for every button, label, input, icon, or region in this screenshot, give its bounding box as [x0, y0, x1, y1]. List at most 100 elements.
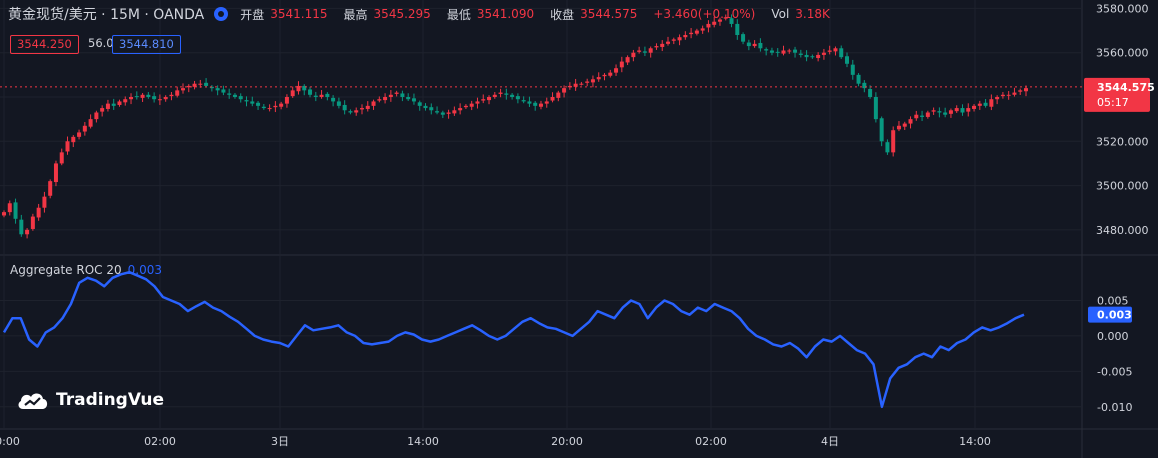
candle-body: [914, 114, 919, 119]
candle-body: [290, 90, 295, 97]
candle-body: [192, 83, 197, 87]
candle: [354, 107, 359, 116]
indicator-legend[interactable]: Aggregate ROC 20 0.003: [10, 263, 162, 277]
candle: [960, 104, 965, 116]
candle-body: [475, 101, 480, 104]
candle: [925, 110, 930, 119]
candle: [417, 100, 422, 111]
candle: [411, 93, 416, 105]
candle-body: [989, 99, 994, 107]
candle: [19, 214, 24, 237]
candle-body: [515, 96, 520, 100]
candle-body: [146, 94, 151, 97]
candle: [550, 92, 555, 103]
candle: [515, 93, 520, 104]
roc-tick-label: -0.010: [1097, 401, 1132, 414]
candle-body: [331, 97, 336, 102]
candle: [458, 103, 463, 115]
candle: [683, 31, 688, 40]
candle-body: [336, 101, 341, 106]
candle-body: [77, 132, 82, 137]
candle-body: [400, 93, 405, 97]
candle-body: [383, 97, 388, 101]
candle: [954, 105, 959, 113]
roc-series: [2, 270, 1025, 409]
candle: [232, 93, 237, 99]
candle-body: [590, 79, 595, 83]
candle: [7, 200, 12, 216]
candle: [677, 34, 682, 46]
roc-tick-label: -0.005: [1097, 365, 1132, 378]
candle-body: [995, 97, 1000, 100]
candle-body: [1012, 92, 1017, 95]
candle: [157, 94, 162, 105]
candle-body: [550, 97, 555, 101]
candle: [302, 84, 307, 96]
candle: [53, 160, 58, 187]
brand-logo: TradingVue: [16, 390, 164, 410]
candle: [694, 28, 699, 36]
roc-tick-label: 0.005: [1097, 295, 1129, 308]
candlestick-series: [0, 14, 1082, 239]
candle-body: [752, 43, 757, 47]
high-value: 3545.295: [373, 7, 431, 21]
candle-body: [19, 219, 24, 235]
candle: [30, 213, 35, 231]
low-value: 3541.090: [476, 7, 535, 21]
candle-body: [810, 56, 815, 58]
candle-body: [885, 142, 890, 153]
candle: [88, 114, 93, 129]
candle: [873, 92, 878, 123]
candle-body: [186, 85, 191, 88]
candle: [879, 116, 884, 147]
candle: [59, 148, 64, 166]
ask-price-button[interactable]: 3544.810: [112, 35, 181, 54]
candle-body: [7, 203, 12, 213]
candle-body: [700, 28, 705, 31]
candle-body: [244, 100, 249, 102]
candle-body: [954, 108, 959, 112]
candle-body: [637, 50, 642, 52]
candle-body: [53, 163, 58, 183]
time-tick-label: 20:00: [551, 435, 583, 448]
bid-price-button[interactable]: 3544.250: [10, 35, 79, 54]
candle-body: [175, 90, 180, 96]
candle: [146, 92, 151, 99]
candle: [267, 104, 272, 112]
roc-line: [2, 270, 1025, 409]
candle: [296, 81, 301, 95]
candle-body: [359, 108, 364, 110]
candle-body: [608, 72, 613, 76]
symbol-title[interactable]: 黄金现货/美元 · 15M · OANDA: [8, 7, 205, 23]
candle: [290, 86, 295, 98]
candle: [850, 59, 855, 80]
candle-body: [585, 81, 590, 83]
candle-body: [648, 48, 653, 53]
candle: [937, 107, 942, 118]
candle-body: [65, 141, 70, 152]
candle: [746, 39, 751, 51]
candle-body: [180, 88, 185, 91]
candle: [752, 40, 757, 48]
candle: [717, 17, 722, 26]
candle-body: [134, 96, 139, 98]
candle: [741, 32, 746, 45]
candle-body: [250, 101, 255, 104]
candle: [868, 85, 873, 99]
candle-body: [256, 102, 261, 106]
candle-body: [458, 108, 463, 111]
candle-body: [446, 112, 451, 114]
candle: [891, 126, 896, 157]
candle: [810, 54, 815, 59]
high-label: 最高: [343, 7, 368, 22]
candle-body: [775, 51, 780, 53]
candle-body: [983, 102, 988, 106]
candle: [614, 64, 619, 76]
candle: [227, 88, 232, 99]
candle-body: [741, 34, 746, 42]
candle-body: [764, 49, 769, 51]
candle-body: [671, 39, 676, 41]
candle: [625, 55, 630, 66]
